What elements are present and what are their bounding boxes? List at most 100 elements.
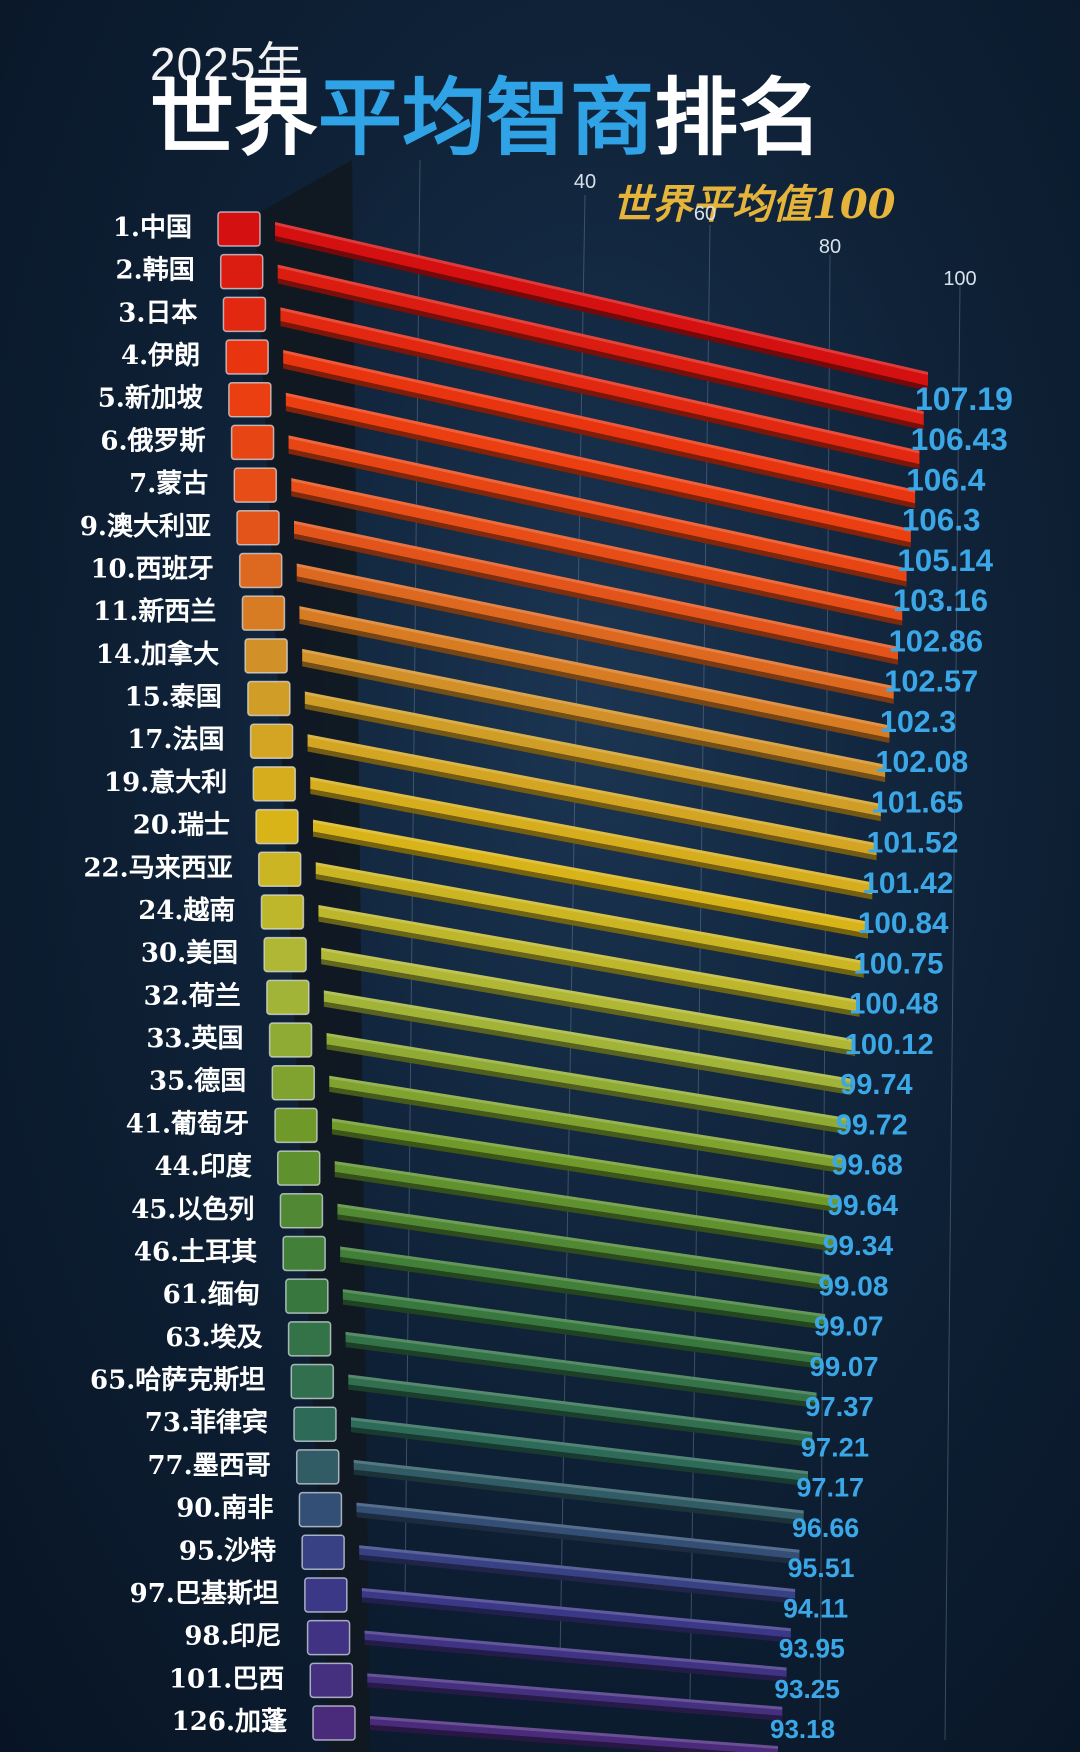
bar-highlight — [353, 1459, 804, 1514]
bar-shadow — [353, 1469, 804, 1526]
us-flag-icon — [263, 936, 307, 973]
value-label: 93.95 — [779, 1634, 845, 1664]
mm-flag-icon — [285, 1278, 329, 1314]
bar-highlight — [351, 1417, 808, 1475]
bar-group — [310, 776, 873, 900]
category-label: 33.英国 — [146, 1024, 243, 1054]
category-label: 2.韩国 — [116, 256, 195, 286]
bar-highlight — [361, 1587, 791, 1632]
category-label: 10.西班牙 — [90, 554, 213, 584]
bar-shadow — [340, 1257, 826, 1330]
bar — [277, 264, 924, 426]
eg-flag-icon — [287, 1321, 332, 1357]
bar-group — [370, 1716, 778, 1752]
bar-group — [356, 1502, 800, 1565]
bar-group — [359, 1545, 796, 1604]
bar-highlight — [288, 435, 907, 572]
bar-shadow — [296, 576, 894, 704]
bar-highlight — [310, 776, 873, 886]
value-label: 100.75 — [853, 947, 943, 980]
bar-highlight — [340, 1246, 826, 1318]
bar — [364, 1630, 787, 1677]
value-label: 103.16 — [893, 583, 988, 618]
category-label: 19.意大利 — [104, 767, 227, 798]
gridline — [944, 284, 961, 1741]
chart-side-wall — [255, 160, 370, 1752]
pk-flag-icon — [304, 1577, 348, 1613]
bar — [323, 990, 851, 1091]
bar-highlight — [313, 819, 868, 925]
bar-highlight — [326, 1033, 847, 1121]
bar-group — [342, 1289, 821, 1369]
bar — [275, 222, 928, 386]
bar-highlight — [332, 1118, 838, 1200]
it-flag-icon — [252, 766, 297, 802]
bar-shadow — [321, 959, 856, 1056]
id-flag-icon — [306, 1619, 351, 1656]
category-label: 101.巴西 — [169, 1664, 284, 1694]
value-label: 102.86 — [889, 623, 983, 658]
page-title: 世界平均智商排名 — [150, 72, 822, 164]
category-label: 97.巴基斯坦 — [130, 1579, 279, 1609]
bar-group — [304, 691, 881, 822]
category-label: 45.以色列 — [131, 1194, 254, 1225]
de-flag-icon — [271, 1064, 316, 1101]
axis-tick-label: 40 — [574, 171, 596, 193]
bar — [310, 776, 873, 895]
bar-group — [299, 606, 890, 744]
bar-group — [351, 1417, 808, 1487]
bar — [291, 478, 903, 621]
value-label: 105.14 — [897, 543, 993, 578]
value-label: 107.19 — [915, 381, 1013, 417]
bar — [304, 691, 881, 817]
bar-group — [345, 1331, 817, 1408]
bar — [361, 1587, 791, 1638]
bar-shadow — [294, 533, 898, 665]
category-label: 30.美国 — [141, 938, 238, 969]
gridline — [819, 254, 831, 1721]
value-label: 99.07 — [810, 1351, 879, 1382]
bar — [321, 947, 856, 1051]
bar-highlight — [359, 1545, 796, 1592]
au-flag-icon — [236, 510, 280, 546]
my-flag-icon — [257, 851, 302, 888]
bar-highlight — [275, 222, 928, 375]
axis-tick-label: 80 — [819, 236, 841, 258]
kr-flag-icon — [219, 253, 264, 290]
value-label: 100.12 — [845, 1029, 934, 1061]
bar-group — [285, 392, 911, 548]
value-label: 99.08 — [818, 1270, 888, 1301]
ir-flag-icon — [225, 339, 269, 375]
category-label: 24.越南 — [138, 896, 235, 926]
bar-highlight — [307, 734, 877, 847]
value-label: 102.3 — [880, 705, 956, 739]
ca-flag-icon — [244, 638, 288, 674]
category-label: 65.哈萨克斯坦 — [90, 1366, 265, 1396]
bar — [340, 1246, 826, 1325]
bar — [345, 1331, 817, 1403]
category-label: 1.中国 — [113, 213, 192, 243]
bar-group — [367, 1673, 783, 1721]
bar-highlight — [302, 648, 886, 768]
bar-highlight — [291, 478, 903, 611]
sg-flag-icon — [228, 381, 272, 418]
bar-group — [364, 1630, 787, 1682]
bar-shadow — [342, 1299, 821, 1369]
bar-highlight — [321, 947, 856, 1043]
bar-shadow — [367, 1682, 783, 1721]
br-flag-icon — [309, 1662, 354, 1699]
bar-group — [337, 1203, 830, 1291]
ga-flag-icon — [312, 1705, 356, 1741]
bar-highlight — [277, 264, 924, 415]
bar-shadow — [299, 618, 890, 744]
category-label: 95.沙特 — [179, 1535, 276, 1566]
gb-flag-icon — [268, 1022, 313, 1058]
category-label: 73.菲律宾 — [145, 1407, 268, 1438]
bar-shadow — [313, 831, 868, 939]
gridline — [689, 224, 711, 1701]
bar — [294, 520, 898, 660]
bar-group — [326, 1033, 847, 1135]
bar-highlight — [323, 990, 851, 1082]
bar-shadow — [332, 1129, 838, 1213]
axis-tick-label: 60 — [694, 203, 716, 225]
